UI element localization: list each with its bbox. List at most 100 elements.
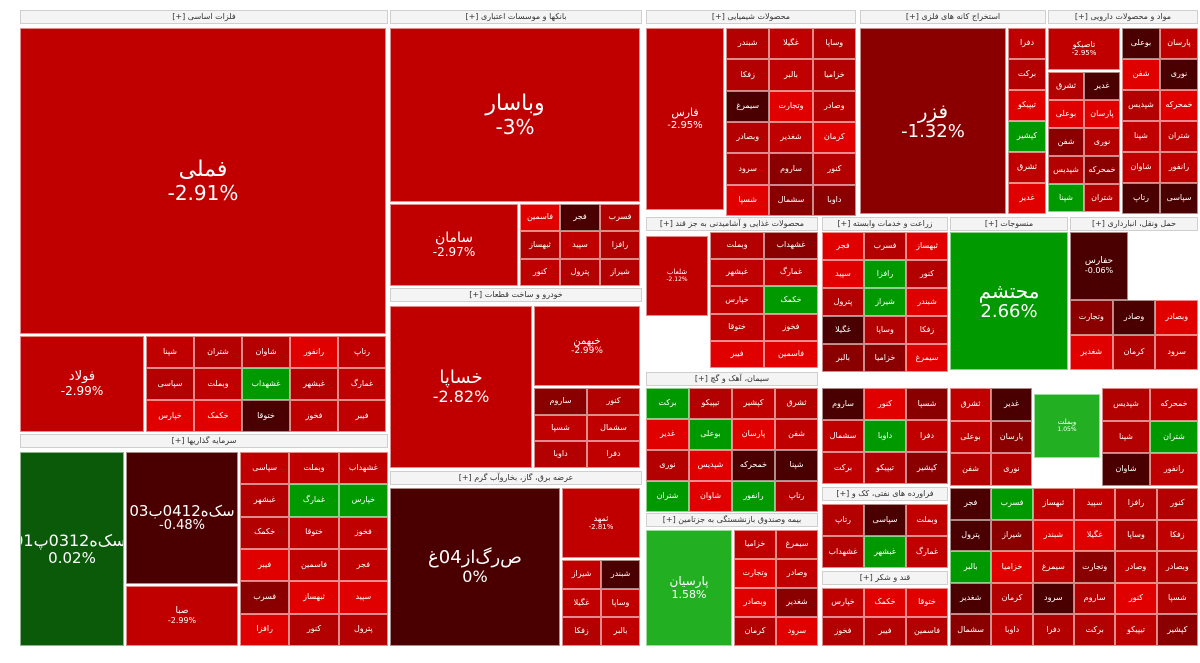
sector-header[interactable]: بانکها و موسسات اعتباری [+] [390,10,642,24]
tile-small[interactable]: برکت [1074,614,1116,646]
tile-small[interactable]: داوبا [991,614,1033,646]
tile-small[interactable]: کنور [289,613,339,646]
sector-header[interactable]: عرضه برق، گاز، بخاروآب گرم [+] [390,471,642,485]
tile-small[interactable]: شفن [950,453,991,486]
tile-small[interactable]: شتران [1084,184,1120,212]
tile-small[interactable]: ختوقا [710,313,764,341]
tile-small[interactable]: دفرا [1008,28,1046,59]
tile-small[interactable]: ثشرق [950,388,991,421]
tile-small[interactable]: شسپا [906,388,948,420]
tile-small[interactable]: سشمال [769,184,813,216]
tile-small[interactable]: غدیر [1008,183,1046,214]
tile-small[interactable]: خکمک [194,400,242,432]
tile-small[interactable]: فیبر [338,400,386,432]
tile-small[interactable]: وتجارت [1070,300,1113,335]
tile-small[interactable]: زفکا [906,316,948,344]
tile-small[interactable]: وصادر [812,90,856,122]
tile-small[interactable]: بالبر [822,344,864,372]
tile-small[interactable]: کپشیر [906,452,948,484]
tile-small[interactable]: غمارگ [338,368,386,400]
tile-تاصیکو[interactable]: تاصیکو -2.95% [1048,28,1120,70]
tile-small[interactable]: شاوان [1102,453,1150,486]
tile-small[interactable]: غبشهر [240,484,290,517]
tile-small[interactable]: کنور [1156,488,1198,520]
tile-small[interactable]: غشهداب [242,368,290,400]
tile-ثمهد[interactable]: ثمهد -2.81% [562,488,640,558]
tile-small[interactable]: وبملت [289,452,339,485]
tile-small[interactable]: فسرب [240,581,290,614]
tile-فزر[interactable]: فزر -1.32% [860,28,1006,214]
tile-small[interactable]: شتران [194,336,242,368]
sector-header[interactable]: قند و شکر [+] [822,571,948,585]
tile-small[interactable]: سرود [1032,582,1074,615]
tile-small[interactable]: وساپا [601,588,640,618]
sector-header[interactable]: سرمایه گذاریها [+] [20,434,388,448]
tile-small[interactable]: رتاپ [1122,183,1160,214]
tile-small[interactable]: نوری [1160,59,1198,90]
tile-small[interactable]: شغدیر [1070,335,1113,370]
tile-small[interactable]: غشهداب [338,452,388,485]
tile-small[interactable]: غبشهر [290,368,338,400]
tile-small[interactable]: نوری [991,453,1032,486]
tile-small[interactable]: رتاپ [338,336,386,368]
tile-small[interactable]: شیراز [864,288,906,316]
tile-small[interactable]: خمحرکه [732,450,775,481]
tile-small[interactable]: خزامیا [812,59,856,91]
tile-small[interactable]: فخوز [764,313,818,341]
tile-small[interactable]: سپاسی [240,452,290,485]
tile-small[interactable]: شپدیس [689,450,732,481]
tile-small[interactable]: وساپا [1115,519,1157,552]
tile-small[interactable]: خپارس [710,286,764,314]
tile-small[interactable]: فجر [560,204,600,232]
tile-small[interactable]: سپید [1074,488,1116,520]
tile-small[interactable]: خپارس [146,400,194,432]
tile-small[interactable]: پارسان [991,420,1032,454]
tile-small[interactable]: شپدیس [1048,156,1084,184]
tile-small[interactable]: خپارس [338,484,388,517]
tile-small[interactable]: غگیلا [769,28,813,60]
sector-header[interactable]: محصولات شیمیایی [+] [646,10,856,24]
tile-small[interactable]: نوری [646,450,689,481]
tile-small[interactable]: فاسمین [906,617,948,646]
tile-خبهمن[interactable]: خبهمن -2.99% [534,306,640,386]
tile-small[interactable]: رافزا [864,260,906,288]
tile-small[interactable]: سپاسی [864,504,906,536]
tile-small[interactable]: بوعلی [689,419,732,450]
tile-small[interactable]: فسرب [864,232,906,260]
tile-small[interactable]: شیراز [600,258,640,286]
tile-small[interactable]: رافزا [240,613,290,646]
sector-header[interactable]: مواد و محصولات دارویی [+] [1048,10,1198,24]
tile-small[interactable]: نوری [1084,128,1120,156]
tile-small[interactable]: شاوان [689,481,732,512]
tile-small[interactable]: سیمرغ [776,530,818,559]
tile-small[interactable]: شغدیر [950,582,992,615]
tile-small[interactable]: غبشهر [864,536,906,568]
tile-small[interactable]: فیبر [710,340,764,368]
tile-small[interactable]: غگیلا [822,316,864,344]
tile-small[interactable]: شبندر [1032,519,1074,552]
tile-small[interactable]: رافزا [1115,488,1157,520]
tile-small[interactable]: غبشهر [710,259,764,287]
tile-small[interactable]: خپارس [822,588,864,617]
tile-small[interactable]: شیراز [991,519,1033,552]
tile-small[interactable]: ختوقا [242,400,290,432]
tile-small[interactable]: رانفور [732,481,775,512]
tile-small[interactable]: دفرا [587,441,640,468]
tile-small[interactable]: شپدیس [1122,90,1160,121]
tile-small[interactable]: برکت [1008,59,1046,90]
sector-header[interactable]: منسوجات [+] [950,217,1068,231]
tile-small[interactable]: کپشیر [1008,121,1046,152]
tile-small[interactable]: بوعلی [950,420,991,454]
tile-small[interactable]: ثبهساز [906,232,948,260]
tile-small[interactable]: شفن [775,419,818,450]
tile-small[interactable]: رانفور [1150,453,1198,486]
tile-small[interactable]: وساپا [864,316,906,344]
tile-small[interactable]: شسپا [1156,582,1198,615]
tile-small[interactable]: کنور [812,153,856,185]
tile-ص‌رگ‌از04غ[interactable]: ص‌رگ‌از04غ 0% [390,488,560,646]
tile-small[interactable]: فخوز [290,400,338,432]
sector-header[interactable]: فلزات اساسی [+] [20,10,388,24]
tile-small[interactable]: خکمک [240,516,290,549]
tile-small[interactable]: سیمرغ [726,90,770,122]
tile-small[interactable]: غشهداب [764,232,818,260]
